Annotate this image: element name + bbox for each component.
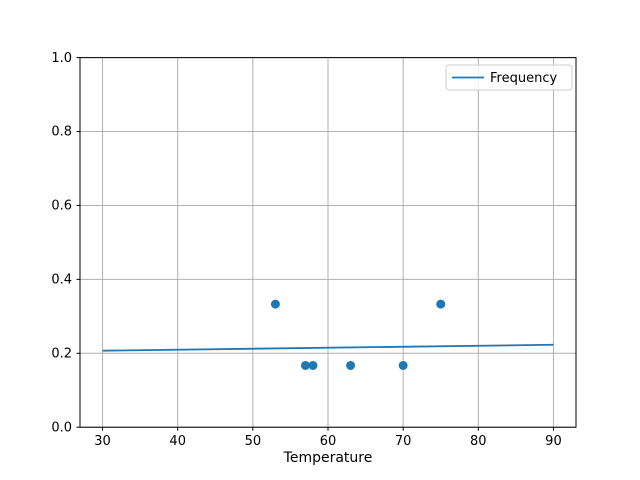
y-tick-label: 1.0 xyxy=(51,51,72,66)
y-tick-label: 0.0 xyxy=(51,420,72,435)
x-tick-label: 90 xyxy=(545,434,562,449)
scatter-points xyxy=(270,299,446,370)
x-axis: 30 40 50 60 70 80 90 xyxy=(94,427,562,449)
scatter-point xyxy=(300,360,310,370)
y-axis: 0.0 0.2 0.4 0.6 0.8 1.0 xyxy=(51,51,80,435)
scatter-point xyxy=(270,299,280,309)
x-tick-label: 50 xyxy=(245,434,262,449)
scatter-point xyxy=(308,360,318,370)
scatter-point xyxy=(398,360,408,370)
x-tick-label: 40 xyxy=(169,434,186,449)
legend: Frequency xyxy=(445,64,573,91)
legend-box xyxy=(445,64,573,91)
y-tick-label: 0.8 xyxy=(51,125,72,140)
scatter-point xyxy=(346,360,356,370)
legend-label: Frequency xyxy=(490,71,557,86)
y-tick-label: 0.6 xyxy=(51,199,72,214)
scatter-point xyxy=(436,299,446,309)
x-tick-label: 60 xyxy=(320,434,337,449)
x-tick-label: 80 xyxy=(470,434,487,449)
y-tick-label: 0.4 xyxy=(51,273,72,288)
x-tick-label: 30 xyxy=(94,434,111,449)
y-tick-label: 0.2 xyxy=(51,346,72,361)
x-tick-label: 70 xyxy=(395,434,412,449)
x-axis-label: Temperature xyxy=(283,450,373,466)
frequency-line xyxy=(102,343,554,352)
